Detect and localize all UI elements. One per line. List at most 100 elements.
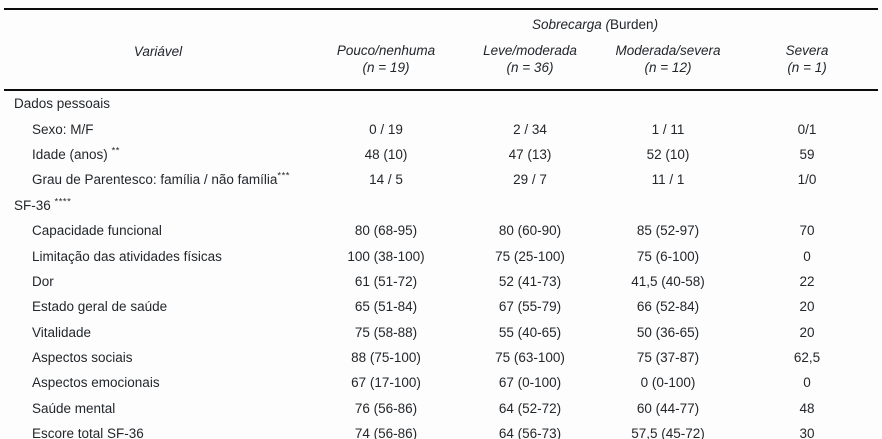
- row-label-cell: SF-36 ****: [4, 193, 312, 218]
- group-label: Pouco/nenhuma: [336, 43, 436, 58]
- column-header-group-1: Leve/moderada (n = 36): [460, 37, 600, 90]
- table-row: Estado geral de saúde 65 (51-84) 67 (55-…: [4, 294, 878, 319]
- table-row: Idade (anos) ** 48 (10) 47 (13) 52 (10) …: [4, 142, 878, 167]
- row-label-cell: Estado geral de saúde: [4, 294, 312, 319]
- table-row-section: Dados pessoais: [4, 90, 878, 116]
- table-row: Escore total SF-36 74 (56-86) 64 (56-73)…: [4, 421, 878, 439]
- paper-table-page: Sobrecarga (Burden) Variável Pouco/nenhu…: [0, 8, 882, 439]
- row-value-cell: 0/1: [797, 121, 817, 137]
- row-value-cell: [312, 193, 460, 218]
- row-value-cell: 1 / 11: [651, 121, 685, 137]
- group-n: (n = 19): [362, 60, 410, 75]
- row-label-cell: Aspectos emocionais: [4, 370, 312, 395]
- row-footnote-marker: ****: [54, 196, 72, 208]
- row-value-cell: 1/0: [797, 172, 817, 188]
- row-value-cell: 75 (25-100): [495, 248, 565, 264]
- row-value-cell: [736, 90, 878, 116]
- row-value-cell: 61 (51-72): [354, 273, 418, 289]
- table-row: Saúde mental 76 (56-86) 64 (52-72) 60 (4…: [4, 396, 878, 421]
- row-footnote-marker: **: [111, 145, 120, 157]
- row-footnote-marker: ***: [277, 170, 290, 182]
- table-header: Sobrecarga (Burden) Variável Pouco/nenhu…: [4, 9, 879, 90]
- row-label-cell: Dor: [4, 269, 312, 294]
- row-value-cell: 55 (40-65): [498, 324, 562, 340]
- group-n: (n = 1): [787, 60, 827, 75]
- row-label-cell: Limitação das atividades físicas: [4, 243, 312, 268]
- row-value-cell: 62,5: [793, 350, 821, 366]
- row-value-cell: 60 (44-77): [636, 400, 700, 416]
- row-value-cell: 20: [799, 299, 815, 315]
- column-header-row: Variável Pouco/nenhuma (n = 19) Leve/mod…: [4, 37, 878, 90]
- row-value-cell: 75 (6-100): [636, 248, 700, 264]
- table-row: Capacidade funcional 80 (68-95) 80 (60-9…: [4, 218, 878, 243]
- row-value-cell: 57,5 (45-72): [631, 426, 705, 439]
- column-header-group-2: Moderada/severa (n = 12): [600, 37, 736, 90]
- row-label-cell: Grau de Parentesco: família / não famíli…: [4, 167, 312, 192]
- table-row: Limitação das atividades físicas 100 (38…: [4, 243, 878, 268]
- row-value-cell: 64 (56-73): [498, 426, 562, 439]
- group-n: (n = 12): [644, 60, 692, 75]
- row-label: Escore total SF-36: [32, 426, 144, 439]
- group-n: (n = 36): [506, 60, 554, 75]
- table-row: Dor 61 (51-72) 52 (41-73) 41,5 (40-58) 2…: [4, 269, 878, 294]
- row-value-cell: [312, 90, 460, 116]
- row-label: Idade (anos): [32, 146, 112, 162]
- row-label-cell: Saúde mental: [4, 396, 312, 421]
- row-label: Dados pessoais: [14, 96, 111, 112]
- spanning-header-italic-suffix: ): [653, 17, 659, 32]
- row-value-cell: 52 (41-73): [498, 273, 562, 289]
- row-value-cell: 0: [803, 375, 811, 391]
- spanning-header-roman-word: Burden: [610, 17, 654, 32]
- row-value-cell: 59: [799, 146, 815, 162]
- table-row: Aspectos emocionais 67 (17-100) 67 (0-10…: [4, 370, 878, 395]
- row-value-cell: 80 (60-90): [498, 223, 562, 239]
- row-value-cell: 67 (0-100): [498, 375, 562, 391]
- row-value-cell: 30: [799, 426, 815, 439]
- row-label: Grau de Parentesco: família / não famíli…: [32, 172, 278, 188]
- row-value-cell: 75 (63-100): [495, 350, 565, 366]
- row-label: Dor: [32, 273, 54, 289]
- row-value-cell: [600, 90, 736, 116]
- row-value-cell: 48: [799, 400, 815, 416]
- row-label: Limitação das atividades físicas: [32, 248, 222, 264]
- row-value-cell: [460, 193, 600, 218]
- row-label-cell: Capacidade funcional: [4, 218, 312, 243]
- row-value-cell: 47 (13): [508, 146, 552, 162]
- row-value-cell: 67 (55-79): [498, 299, 562, 315]
- table-row-section: SF-36 ****: [4, 193, 878, 218]
- row-value-cell: [600, 193, 736, 218]
- row-value-cell: 0 (0-100): [640, 375, 696, 391]
- row-label: Saúde mental: [32, 400, 116, 416]
- row-value-cell: 76 (56-86): [354, 400, 418, 416]
- burden-table: Sobrecarga (Burden) Variável Pouco/nenhu…: [4, 8, 879, 439]
- row-value-cell: 85 (52-97): [636, 223, 700, 239]
- table-row: Aspectos sociais 88 (75-100) 75 (63-100)…: [4, 345, 878, 370]
- group-label: Leve/moderada: [483, 43, 577, 58]
- row-label: Aspectos emocionais: [32, 375, 160, 391]
- row-value-cell: 66 (52-84): [636, 299, 700, 315]
- row-value-cell: [736, 193, 878, 218]
- table-row: Sexo: M/F 0 / 19 2 / 34 1 / 11 0/1: [4, 116, 878, 141]
- row-label-cell: Vitalidade: [4, 320, 312, 345]
- column-header-group-3: Severa (n = 1): [736, 37, 878, 90]
- row-value-cell: 64 (52-72): [498, 400, 562, 416]
- row-label: Aspectos sociais: [32, 350, 133, 366]
- row-value-cell: 65 (51-84): [354, 299, 418, 315]
- row-label-cell: Aspectos sociais: [4, 345, 312, 370]
- row-value-cell: 88 (75-100): [351, 350, 421, 366]
- row-value-cell: 29 / 7: [513, 172, 547, 188]
- spanning-header-burden: Sobrecarga (Burden): [312, 9, 878, 37]
- table-row: Vitalidade 75 (58-88) 55 (40-65) 50 (36-…: [4, 320, 878, 345]
- row-value-cell: 75 (58-88): [354, 324, 418, 340]
- row-value-cell: [460, 90, 600, 116]
- table-row: Grau de Parentesco: família / não famíli…: [4, 167, 878, 192]
- row-label: Capacidade funcional: [32, 223, 162, 239]
- spanning-header-spacer: [4, 9, 312, 37]
- row-label: Sexo: M/F: [32, 121, 94, 137]
- column-header-variavel: Variável: [133, 44, 183, 59]
- row-value-cell: 0 / 19: [369, 121, 403, 137]
- group-label: Severa: [785, 43, 829, 58]
- row-value-cell: 0: [803, 248, 811, 264]
- spanning-header-row: Sobrecarga (Burden): [4, 9, 878, 37]
- row-label-cell: Escore total SF-36: [4, 421, 312, 439]
